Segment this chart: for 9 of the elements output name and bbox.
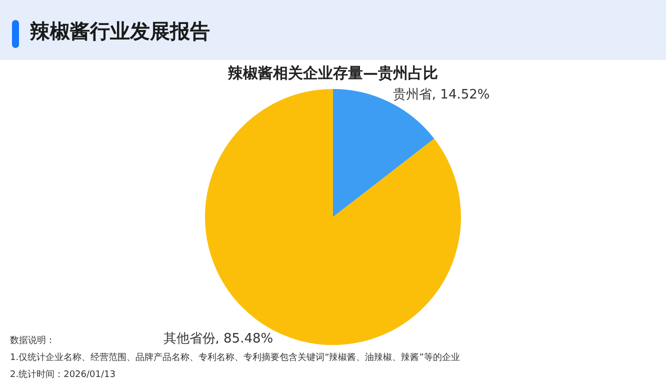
data-label: , 14.52% xyxy=(432,87,490,102)
chart-title: 辣椒酱行业发展报告 xyxy=(30,18,210,45)
text: 数据说明： xyxy=(10,336,55,346)
data-label: , 85.48% xyxy=(215,331,274,346)
slice-label: 贵州省 xyxy=(392,87,432,102)
slice-label: 其他省份 xyxy=(163,331,216,346)
text: 2.统计时间：2026/01/13 xyxy=(10,368,116,382)
chart-subtitle: 辣椒酱相关企业存量—贵州占比 xyxy=(227,64,439,83)
text: 1.仅统计企业名称、经营范围、品牌产品名称、专利名称、专利摘要包含关键词“辣椒酱、油辣椒、辣酱”等的企业 xyxy=(10,352,460,365)
